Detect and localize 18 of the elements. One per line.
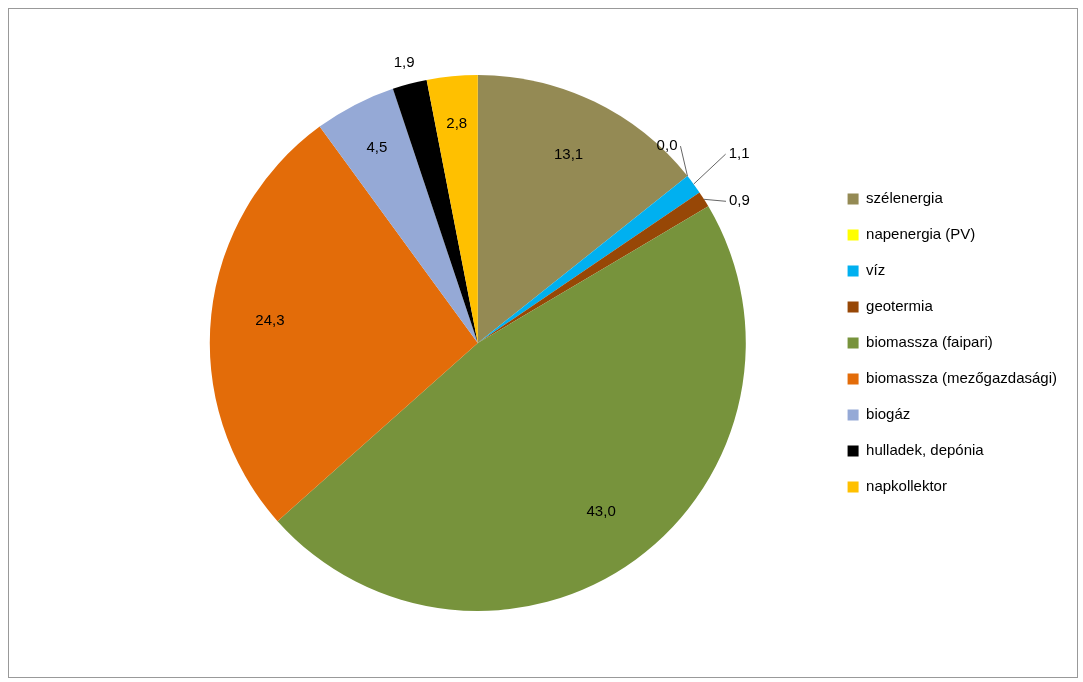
legend-label: biomassza (faipari) <box>866 333 993 351</box>
data-label: 2,8 <box>446 114 468 132</box>
data-label: 24,3 <box>255 310 285 328</box>
legend-label: geotermia <box>866 297 934 315</box>
data-label: 4,5 <box>366 137 388 155</box>
legend-label: biogáz <box>866 405 911 423</box>
legend-label: szélenergia <box>866 189 944 207</box>
legend-label: hulladek, depónia <box>866 441 985 459</box>
text: 0,0 <box>656 136 678 154</box>
legend-label: biomassza (mezőgazdasági) <box>866 369 1057 387</box>
legend-label: víz <box>866 261 886 279</box>
data-label: 13,1 <box>553 144 584 162</box>
data-label: 1,1 <box>728 144 750 162</box>
data-label: 1,9 <box>393 53 415 71</box>
legend-label: napenergia (PV) <box>866 225 976 243</box>
legend-label: napkollektor <box>866 477 947 495</box>
data-label: 43,0 <box>586 501 616 519</box>
data-label: 0,9 <box>729 191 750 209</box>
